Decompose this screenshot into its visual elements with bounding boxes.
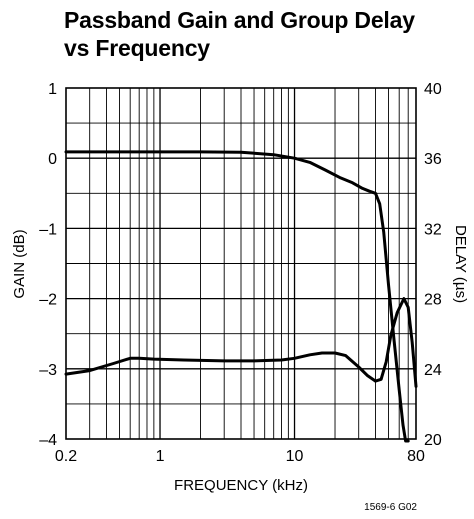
chart-title: Passband Gain and Group Delay vs Frequen… <box>64 6 415 62</box>
y-right-tick-label: 40 <box>424 81 442 98</box>
y-left-axis-label: GAIN (dB) <box>11 229 28 298</box>
y-left-tick-label: 1 <box>48 81 57 98</box>
x-tick-label: 10 <box>286 448 304 465</box>
y-left-tick-label: –1 <box>39 221 57 238</box>
y-left-tick-label: –4 <box>39 432 57 449</box>
x-tick-label: 1 <box>156 448 165 465</box>
x-tick-labels: 0.2 1 10 80 <box>55 448 425 465</box>
y-left-tick-label: –3 <box>39 362 57 379</box>
y-right-tick-label: 32 <box>424 221 442 238</box>
y-right-tick-label: 36 <box>424 151 442 168</box>
series-layer <box>64 150 418 443</box>
x-tick-label: 80 <box>407 448 425 465</box>
y-left-tick-label: –2 <box>39 292 57 309</box>
plot-frame <box>65 87 417 440</box>
y-right-tick-label: 28 <box>424 292 442 309</box>
y-right-tick-label: 24 <box>424 362 442 379</box>
delay-series-line <box>64 297 418 388</box>
y-right-tick-label: 20 <box>424 432 442 449</box>
y-left-tick-labels: 1 0 –1 –2 –3 –4 <box>39 81 57 449</box>
x-tick-label: 0.2 <box>55 448 77 465</box>
figure-code: 1569-6 G02 <box>364 502 417 513</box>
gain-series-line <box>64 150 410 443</box>
y-right-tick-labels: 40 36 32 28 24 20 <box>424 81 442 449</box>
y-right-axis-label: DELAY (µs) <box>452 225 469 303</box>
grid <box>66 88 416 439</box>
y-left-tick-label: 0 <box>48 151 57 168</box>
x-axis-label: FREQUENCY (kHz) <box>174 477 308 494</box>
chart-title-line-1: Passband Gain and Group Delay <box>64 7 415 33</box>
chart-title-line-2: vs Frequency <box>64 35 210 61</box>
